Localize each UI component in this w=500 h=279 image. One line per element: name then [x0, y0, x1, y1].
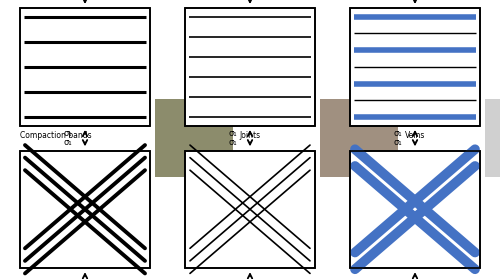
Bar	[185, 8, 315, 126]
Text: σ₁: σ₁	[229, 138, 237, 147]
Text: σ₁: σ₁	[64, 138, 72, 147]
Bar	[20, 8, 150, 126]
Bar	[350, 151, 480, 268]
Text: Compaction bands: Compaction bands	[20, 131, 92, 140]
Bar	[155, 99, 232, 177]
Text: Joints: Joints	[240, 131, 260, 140]
Bar	[350, 8, 480, 126]
Bar	[485, 99, 500, 177]
Text: σ₁: σ₁	[229, 129, 237, 138]
Bar	[350, 151, 480, 268]
Bar	[20, 151, 150, 268]
Bar	[185, 151, 315, 268]
Bar	[185, 8, 315, 126]
Bar	[20, 8, 150, 126]
Text: σ₁: σ₁	[394, 138, 402, 147]
Text: Veins: Veins	[405, 131, 425, 140]
Text: σ₁: σ₁	[64, 129, 72, 138]
Text: σ₁: σ₁	[394, 129, 402, 138]
Bar	[20, 151, 150, 268]
Bar	[185, 151, 315, 268]
Bar	[350, 8, 480, 126]
Bar	[320, 99, 398, 177]
